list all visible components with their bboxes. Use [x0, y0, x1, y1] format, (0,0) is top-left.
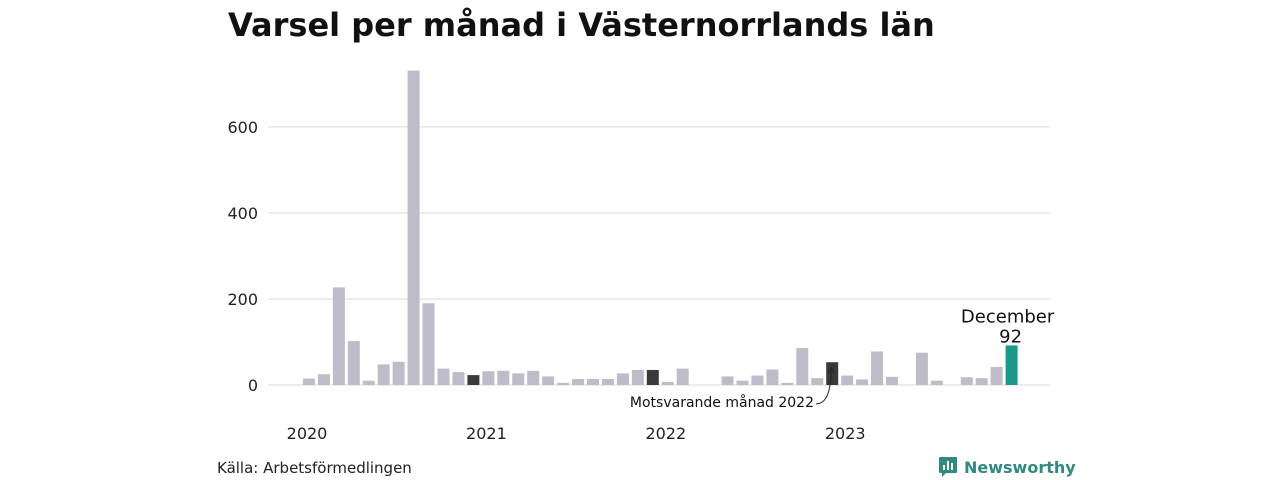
bar: [497, 370, 510, 385]
highlight-value: 92: [999, 326, 1022, 347]
y-tick-label: 200: [227, 290, 258, 309]
bars: [302, 70, 1018, 386]
bar: [332, 287, 345, 385]
bar: [676, 368, 689, 385]
bar: [362, 380, 375, 385]
bar: [377, 364, 390, 385]
bar: [302, 378, 315, 385]
bar: [766, 369, 779, 385]
bar: [886, 376, 898, 385]
grid-lines: [268, 126, 1050, 386]
x-tick-label: 2021: [466, 424, 507, 443]
bar: [915, 352, 928, 385]
comparison-label: Motsvarande månad 2022: [630, 394, 814, 411]
bar: [781, 382, 794, 385]
bar: [452, 372, 465, 385]
bar: [572, 378, 585, 385]
bar: [930, 380, 943, 385]
bar: [407, 70, 420, 386]
bar: [646, 369, 659, 385]
x-tick-label: 2023: [825, 424, 866, 443]
bar: [587, 378, 599, 385]
y-tick-label: 400: [227, 204, 258, 223]
bar: [990, 366, 1003, 385]
bar: [960, 377, 973, 385]
bar: [557, 382, 570, 385]
bar: [661, 381, 674, 385]
bar: [721, 376, 734, 385]
bar: [482, 371, 495, 385]
bar: [871, 351, 884, 385]
bar: [975, 378, 988, 385]
bar: [631, 369, 644, 385]
bar: [856, 379, 869, 385]
bar: [347, 341, 360, 385]
brand-logo[interactable]: Newsworthy: [938, 456, 1076, 478]
bar: [422, 303, 435, 385]
bar: [1005, 345, 1018, 385]
y-tick-label: 600: [227, 118, 258, 137]
bar: [527, 370, 540, 385]
bar: [751, 375, 764, 385]
brand-name: Newsworthy: [964, 457, 1076, 477]
bar: [512, 373, 525, 385]
x-tick-label: 2022: [645, 424, 686, 443]
bar: [736, 380, 749, 385]
x-tick-label: 2020: [287, 424, 328, 443]
bar-chart-speech-icon: [939, 457, 957, 477]
bar: [841, 375, 854, 385]
source-note: Källa: Arbetsförmedlingen: [217, 459, 412, 477]
x-axis-ticks: 2020 2021 2022 2023: [287, 424, 866, 443]
bar: [392, 361, 405, 385]
bar: [796, 348, 809, 385]
bar: [437, 368, 450, 385]
bar: [542, 376, 555, 385]
chart-title: Varsel per månad i Västernorrlands län: [228, 6, 935, 44]
comparison-arrowhead: [827, 366, 835, 374]
y-tick-label: 0: [248, 376, 258, 395]
bar: [601, 378, 614, 385]
y-axis-ticks: 0 200 400 600: [227, 118, 258, 395]
bar: [317, 374, 330, 385]
comparison-arrow: [815, 368, 832, 405]
highlight-label: December: [961, 306, 1055, 327]
bar: [811, 378, 824, 385]
bar: [826, 362, 839, 385]
bar: [616, 373, 629, 385]
bar: [467, 375, 480, 385]
